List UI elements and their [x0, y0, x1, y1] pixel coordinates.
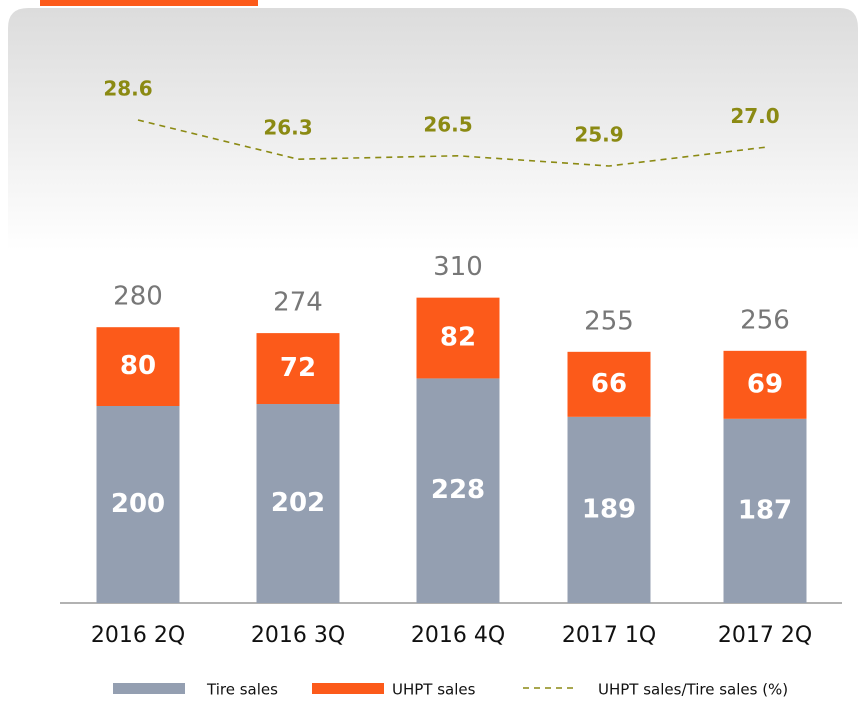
bar-segment [256, 404, 340, 603]
segment-label: 228 [431, 475, 485, 505]
bar-segment [567, 416, 651, 603]
x-tick-label: 2016 3Q [251, 623, 345, 648]
ratio-label: 26.3 [263, 116, 312, 140]
bar-segment [416, 297, 500, 379]
legend-swatch [113, 683, 185, 694]
segment-label: 72 [280, 353, 316, 383]
total-label: 274 [273, 288, 323, 318]
plot: 200 80 280 2016 2Q 202 72 274 2016 3Q 228 82 310 20… [91, 77, 812, 649]
segment-label: 189 [582, 494, 636, 524]
x-tick-label: 2016 4Q [411, 623, 505, 648]
bar-segment [567, 351, 651, 417]
legend-label: Tire sales [206, 681, 278, 699]
header-tab [40, 0, 258, 6]
ratio-label: 28.6 [103, 77, 152, 101]
x-tick-label: 2016 2Q [91, 623, 185, 648]
legend-label: UHPT sales [392, 681, 476, 699]
total-label: 256 [740, 305, 790, 335]
bar-segment [416, 378, 500, 603]
total-label: 280 [113, 282, 163, 312]
legend: Tire sales UHPT sales UHPT sales/Tire sale… [113, 681, 788, 699]
bar-segment [96, 406, 180, 603]
bar-segment [96, 327, 180, 406]
segment-label: 80 [120, 351, 156, 381]
panel [8, 8, 858, 250]
bar-segment [256, 333, 340, 405]
legend-label: UHPT sales/Tire sales (%) [598, 681, 788, 699]
bar-segment [723, 350, 807, 419]
segment-label: 200 [111, 489, 165, 519]
x-tick-label: 2017 1Q [562, 623, 656, 648]
ratio-label: 25.9 [574, 123, 623, 147]
total-label: 255 [584, 306, 634, 336]
segment-label: 66 [591, 369, 627, 399]
x-tick-label: 2017 2Q [718, 623, 812, 648]
total-label: 310 [433, 252, 483, 282]
segment-label: 82 [440, 323, 476, 353]
segment-label: 69 [747, 369, 783, 399]
bar-segment [723, 418, 807, 603]
segment-label: 187 [738, 495, 792, 525]
ratio-line [137, 119, 766, 167]
ratio-label: 27.0 [730, 104, 779, 128]
legend-swatch [312, 683, 384, 694]
segment-label: 202 [271, 488, 325, 518]
ratio-label: 26.5 [423, 112, 472, 136]
